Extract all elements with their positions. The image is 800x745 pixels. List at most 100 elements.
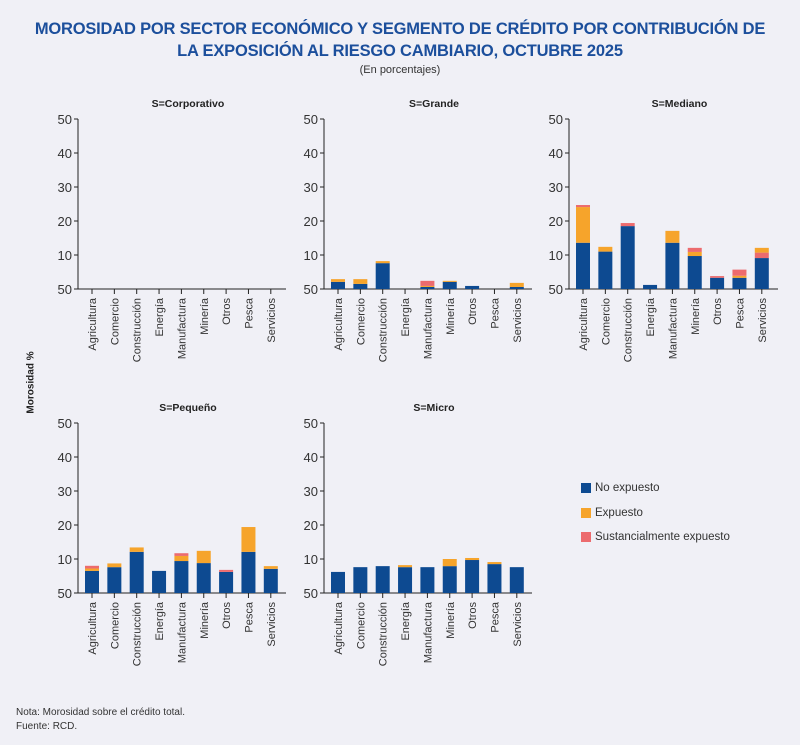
x-tick-label: Agricultura — [333, 601, 345, 654]
bar-exp-minería — [687, 251, 702, 257]
bar-exp-manufactura — [420, 285, 435, 287]
bar-sus-pesca — [732, 269, 747, 276]
x-tick-label: Comercio — [109, 298, 121, 345]
x-tick-label: Otros — [467, 602, 479, 629]
y-tick-label: 50 — [304, 586, 318, 601]
x-tick-label: Manufactura — [422, 601, 434, 663]
bar-exp-otros — [465, 557, 480, 561]
bar-no-manufactura — [420, 286, 435, 289]
x-tick-label: Energía — [154, 601, 166, 640]
y-tick-label: 30 — [58, 484, 72, 499]
x-tick-label: Construcción — [623, 298, 635, 362]
bar-no-comercio — [353, 283, 368, 289]
bar-exp-manufactura — [665, 230, 680, 243]
bar-exp-pesca — [487, 562, 502, 565]
bar-no-manufactura — [420, 567, 435, 593]
legend-label-no-expuesto: No expuesto — [595, 482, 660, 495]
legend-item-sustancialmente-expuesto: Sustancialmente expuesto — [581, 525, 730, 550]
y-tick-label: 50 — [304, 416, 318, 431]
panel-title-s-pequeño: S=Pequeño — [159, 402, 216, 414]
y-tick-label: 10 — [58, 248, 72, 263]
y-tick-label: 40 — [549, 146, 563, 161]
panel-title-s-micro: S=Micro — [413, 402, 454, 414]
y-tick-label: 40 — [58, 146, 72, 161]
x-tick-label: Comercio — [355, 602, 367, 649]
bar-no-servicios — [754, 258, 769, 289]
bar-no-energía — [398, 567, 413, 593]
bar-exp-pesca — [241, 527, 256, 552]
bar-no-construcción — [375, 566, 390, 593]
bar-no-pesca — [732, 277, 747, 289]
x-tick-label: Comercio — [109, 602, 121, 649]
bar-no-comercio — [107, 567, 122, 593]
x-tick-label: Servicios — [512, 602, 524, 647]
chart-title: MOROSIDAD POR SECTOR ECONÓMICO Y SEGMENT… — [0, 18, 800, 62]
x-tick-label: Servicios — [266, 602, 278, 647]
x-tick-label: Otros — [467, 298, 479, 325]
x-tick-label: Agricultura — [333, 297, 345, 350]
y-tick-label: 50 — [304, 282, 318, 297]
x-tick-label: Pesca — [734, 297, 746, 328]
x-tick-label: Comercio — [600, 298, 612, 345]
y-tick-label: 30 — [304, 180, 318, 195]
bar-no-minería — [442, 566, 457, 593]
bar-no-energía — [152, 570, 167, 593]
x-tick-label: Agricultura — [87, 601, 99, 654]
panel-title-s-mediano: S=Mediano — [652, 98, 708, 110]
bar-no-agricultura — [331, 571, 345, 593]
panel-title-s-corporativo: S=Corporativo — [152, 98, 225, 110]
x-tick-label: Construcción — [132, 602, 144, 666]
x-tick-label: Servicios — [757, 298, 769, 343]
y-tick-label: 50 — [58, 416, 72, 431]
bar-exp-comercio — [353, 279, 368, 284]
bar-exp-servicios — [263, 566, 278, 569]
x-tick-label: Energía — [154, 297, 166, 336]
bar-exp-agricultura — [331, 279, 345, 282]
bar-sus-agricultura — [576, 205, 590, 208]
bar-exp-agricultura — [85, 568, 99, 571]
bar-exp-servicios — [754, 247, 769, 253]
bar-exp-manufactura — [174, 555, 189, 562]
bar-no-minería — [687, 256, 702, 289]
y-tick-label: 40 — [304, 146, 318, 161]
bar-no-servicios — [263, 568, 278, 593]
chart-subtitle: (En porcentajes) — [359, 64, 441, 76]
legend-swatch-no-expuesto — [581, 483, 591, 494]
y-tick-label: 20 — [304, 518, 318, 533]
y-tick-label: 20 — [58, 518, 72, 533]
bar-no-otros — [710, 277, 725, 289]
bar-no-construcción — [375, 263, 390, 289]
bar-no-pesca — [487, 564, 502, 593]
y-tick-label: 50 — [549, 282, 563, 297]
legend: No expuesto Expuesto Sustancialmente exp… — [581, 476, 730, 550]
bar-exp-comercio — [598, 246, 613, 252]
x-tick-label: Manufactura — [176, 297, 188, 359]
x-tick-label: Agricultura — [578, 297, 590, 350]
y-tick-label: 20 — [58, 214, 72, 229]
legend-swatch-expuesto — [581, 507, 591, 518]
footer: Nota: Morosidad sobre el crédito total. … — [16, 706, 185, 734]
legend-item-no-expuesto: No expuesto — [581, 476, 730, 501]
bar-sus-manufactura — [420, 280, 435, 286]
x-tick-label: Pesca — [489, 601, 501, 632]
y-tick-label: 40 — [58, 450, 72, 465]
bar-no-manufactura — [174, 561, 189, 593]
x-tick-label: Servicios — [512, 298, 524, 343]
y-tick-label: 10 — [58, 552, 72, 567]
y-tick-label: 50 — [58, 586, 72, 601]
bar-no-manufactura — [665, 242, 680, 289]
y-tick-label: 10 — [304, 248, 318, 263]
x-tick-label: Construcción — [132, 298, 144, 362]
x-tick-label: Pesca — [489, 297, 501, 328]
chart-title-line-2: LA EXPOSICIÓN AL RIESGO CAMBIARIO, OCTUB… — [177, 42, 623, 60]
x-tick-label: Energía — [400, 297, 412, 336]
y-tick-label: 10 — [549, 248, 563, 263]
legend-item-expuesto: Expuesto — [581, 501, 730, 526]
legend-label-expuesto: Expuesto — [595, 506, 643, 519]
bar-exp-construcción — [375, 261, 390, 264]
footer-source: Fuente: RCD. — [16, 721, 78, 732]
bar-sus-agricultura — [85, 565, 99, 569]
x-tick-label: Comercio — [355, 298, 367, 345]
bar-exp-minería — [442, 559, 457, 567]
bar-exp-servicios — [509, 282, 524, 287]
